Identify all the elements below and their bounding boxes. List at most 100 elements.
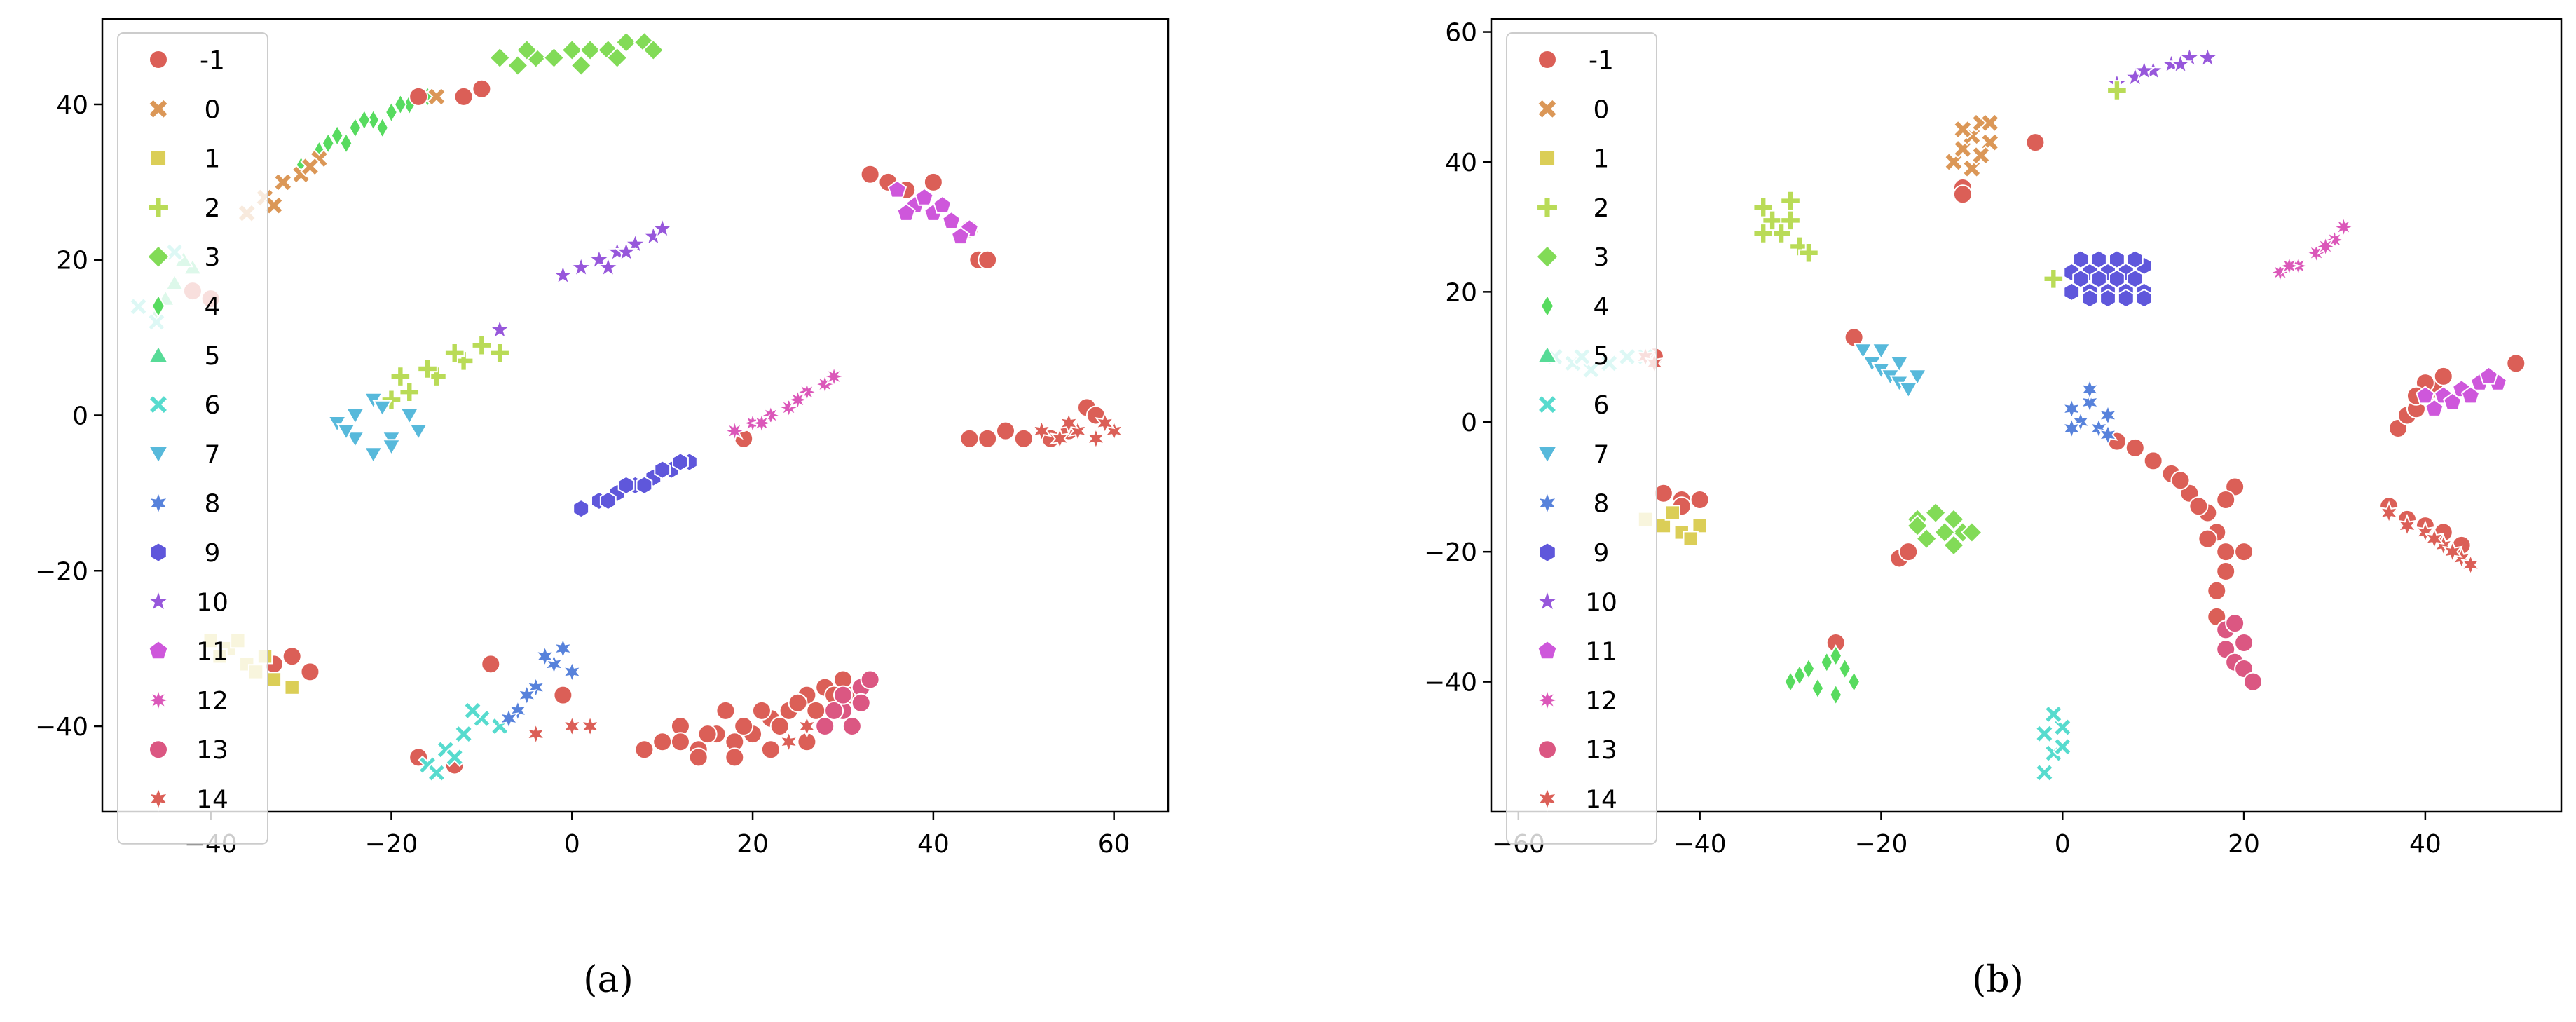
point-class--1 bbox=[472, 79, 492, 99]
point-class-4 bbox=[357, 108, 371, 132]
point-class-3 bbox=[1924, 501, 1947, 524]
legend-entry: 4 bbox=[151, 293, 221, 322]
legend-marker-12 bbox=[144, 686, 172, 714]
x-tick-label: −20 bbox=[1854, 830, 1907, 859]
legend-label: -1 bbox=[1589, 46, 1614, 75]
legend-entry: 4 bbox=[1540, 293, 1609, 322]
legend-entry: 12 bbox=[1533, 686, 1617, 716]
point-class-13 bbox=[833, 685, 853, 705]
point-class-13 bbox=[824, 700, 844, 721]
point-class-12 bbox=[2313, 233, 2338, 259]
point-class-7 bbox=[345, 431, 366, 449]
point-class-3 bbox=[596, 39, 619, 62]
point-class-4 bbox=[1811, 676, 1825, 700]
legend-marker-10 bbox=[1534, 587, 1561, 613]
legend-label: 4 bbox=[205, 293, 221, 322]
point-class-2 bbox=[2043, 268, 2064, 289]
legend-entry: 7 bbox=[1536, 440, 1609, 469]
point-class-8 bbox=[2079, 377, 2101, 402]
legend-marker-14 bbox=[147, 786, 170, 812]
legend-entry: 13 bbox=[1537, 736, 1617, 765]
legend-entry: 5 bbox=[1536, 342, 1610, 371]
point-class-9 bbox=[2126, 250, 2144, 269]
legend-label: 12 bbox=[1585, 687, 1617, 716]
point-class-4 bbox=[1829, 644, 1843, 667]
point-class-6 bbox=[2034, 724, 2055, 744]
point-class-9 bbox=[2099, 288, 2116, 308]
point-class-4 bbox=[1783, 670, 1797, 693]
legend-label: 1 bbox=[1594, 145, 1610, 174]
point-class-12 bbox=[2331, 214, 2357, 240]
point-class-3 bbox=[561, 39, 584, 62]
point-class-7 bbox=[1871, 343, 1891, 360]
x-tick-label: 60 bbox=[1098, 830, 1130, 859]
legend-entry: 8 bbox=[147, 490, 220, 519]
point-class-9 bbox=[672, 452, 689, 472]
legend-marker--1 bbox=[149, 50, 168, 69]
y-tick-label: 0 bbox=[72, 402, 88, 431]
point-class--1 bbox=[959, 428, 980, 449]
point-class-0 bbox=[1971, 145, 1991, 165]
point-class-7 bbox=[372, 400, 392, 418]
point-class-6 bbox=[2053, 737, 2072, 757]
legend-label: 11 bbox=[1585, 638, 1617, 667]
legend-marker-8 bbox=[1536, 490, 1558, 517]
point-class--1 bbox=[1013, 428, 1034, 449]
legend-entry: 10 bbox=[145, 587, 228, 617]
legend-entry: 12 bbox=[144, 686, 228, 716]
legend-marker-0 bbox=[1536, 98, 1558, 120]
legend-marker-11 bbox=[1537, 640, 1558, 660]
point-class--1 bbox=[634, 740, 655, 760]
point-class--1 bbox=[652, 732, 673, 752]
legend-label: 7 bbox=[205, 440, 221, 469]
point-class--1 bbox=[788, 693, 808, 713]
legend-label: 0 bbox=[1594, 95, 1610, 124]
point-class-8 bbox=[552, 636, 574, 661]
point-class-9 bbox=[2126, 269, 2144, 289]
point-class--1 bbox=[553, 685, 573, 705]
point-class-7 bbox=[363, 447, 383, 464]
point-class-7 bbox=[381, 439, 402, 456]
point-class-13 bbox=[2225, 613, 2245, 634]
legend-label: 10 bbox=[1585, 588, 1617, 617]
legend-label: 5 bbox=[1594, 342, 1610, 371]
point-class-2 bbox=[1780, 190, 1801, 212]
legend-label: 14 bbox=[196, 786, 228, 815]
point-class-4 bbox=[339, 132, 353, 155]
point-class-0 bbox=[273, 172, 293, 192]
legend-label: 9 bbox=[205, 539, 221, 568]
point-class-9 bbox=[636, 475, 653, 496]
legend-label: 0 bbox=[205, 95, 221, 124]
point-class-6 bbox=[453, 724, 474, 744]
point-class-9 bbox=[2135, 288, 2153, 308]
point-class-0 bbox=[300, 156, 320, 177]
point-class-7 bbox=[1907, 369, 1928, 386]
point-class-6 bbox=[2034, 763, 2055, 783]
scatter-points bbox=[1544, 45, 2526, 783]
point-class-0 bbox=[426, 86, 447, 107]
legend-box bbox=[1506, 32, 1657, 845]
legend-marker-10 bbox=[145, 587, 172, 613]
point-class-14 bbox=[2441, 539, 2463, 564]
point-class--1 bbox=[760, 740, 781, 760]
point-class--1 bbox=[715, 700, 736, 721]
point-class-8 bbox=[498, 706, 519, 731]
scatter-panel-b: −60−40−2002040−40−200204060-101234567891… bbox=[1424, 18, 2563, 859]
point-class-9 bbox=[2090, 269, 2107, 289]
point-class-4 bbox=[1793, 663, 1807, 687]
point-class-8 bbox=[2061, 416, 2083, 441]
point-class-2 bbox=[417, 358, 438, 379]
legend-box bbox=[117, 32, 268, 845]
point-class-11 bbox=[941, 210, 961, 229]
legend-entry: 11 bbox=[148, 638, 228, 667]
point-class-9 bbox=[2109, 269, 2125, 289]
point-class--1 bbox=[2198, 529, 2218, 549]
point-class-11 bbox=[887, 179, 907, 198]
point-class-7 bbox=[408, 423, 429, 441]
point-class--1 bbox=[978, 428, 998, 449]
legend-marker-2 bbox=[147, 196, 170, 219]
legend-label: 11 bbox=[196, 638, 228, 667]
legend-entry: 13 bbox=[149, 736, 228, 765]
legend-marker-0 bbox=[147, 98, 170, 120]
point-class--1 bbox=[481, 654, 501, 674]
